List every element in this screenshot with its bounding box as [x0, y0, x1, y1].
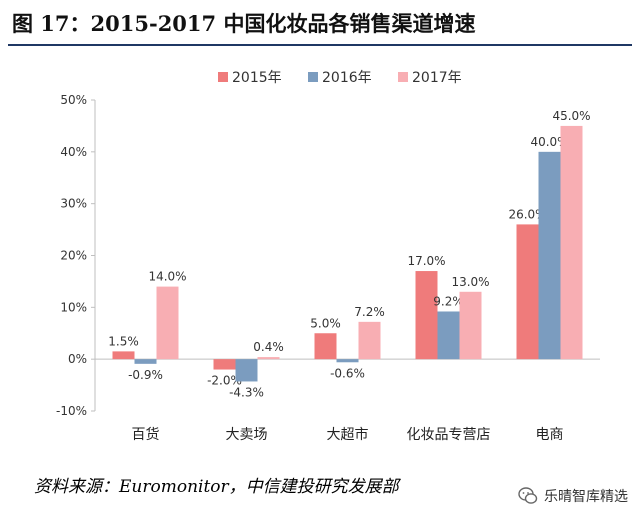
legend-swatch	[308, 72, 318, 82]
data-label: 5.0%	[310, 316, 341, 330]
x-category-label: 百货	[132, 426, 160, 443]
title-underline	[8, 44, 632, 46]
legend-swatch	[398, 72, 408, 82]
data-label: 7.2%	[354, 305, 385, 319]
bar	[415, 271, 438, 360]
y-tick-label: 0%	[68, 352, 87, 366]
data-label: -2.0%	[207, 374, 242, 388]
legend-label: 2016年	[322, 70, 372, 86]
y-tick-label: 40%	[60, 145, 87, 159]
legend-swatch	[218, 72, 228, 82]
bar	[358, 321, 381, 360]
data-label: -0.9%	[128, 368, 163, 382]
bar	[112, 351, 135, 360]
y-tick-label: 30%	[60, 197, 87, 211]
y-tick-label: -10%	[56, 404, 87, 418]
bar	[459, 291, 482, 360]
data-label: 17.0%	[407, 254, 445, 268]
x-category-label: 化妆品专营店	[407, 427, 491, 443]
source-note: 资料来源：Euromonitor，中信建投研究发展部	[34, 477, 399, 497]
figure-title-bar: 图 17：2015-2017 中国化妆品各销售渠道增速	[0, 0, 640, 46]
data-label: 0.4%	[253, 340, 284, 354]
bar	[134, 359, 157, 364]
bar	[437, 311, 460, 360]
data-label: 9.2%	[433, 294, 464, 308]
data-label: 13.0%	[451, 275, 489, 289]
figure-title: 图 17：2015-2017 中国化妆品各销售渠道增速	[12, 11, 476, 36]
bar	[235, 359, 258, 382]
y-tick-label: 50%	[60, 93, 87, 107]
data-label: 40.0%	[530, 135, 568, 149]
data-label: -0.6%	[330, 366, 365, 380]
data-label: 1.5%	[108, 334, 139, 348]
bar	[213, 359, 236, 370]
data-label: 45.0%	[552, 109, 590, 123]
wechat-icon	[518, 487, 538, 504]
x-category-label: 大卖场	[226, 427, 268, 443]
bar	[336, 359, 359, 363]
bar	[538, 151, 561, 360]
watermark: 乐晴智库精选	[518, 486, 628, 506]
x-category-label: 大超市	[327, 426, 369, 443]
data-label: -4.3%	[229, 385, 264, 399]
watermark-text: 乐晴智库精选	[544, 489, 628, 505]
legend-label: 2015年	[232, 70, 282, 86]
x-category-label: 电商	[536, 427, 564, 443]
data-label: 26.0%	[508, 207, 546, 221]
y-tick-label: 10%	[60, 300, 87, 314]
bar	[516, 224, 539, 360]
y-tick-label: 20%	[60, 249, 87, 263]
bar	[156, 286, 179, 360]
legend-label: 2017年	[412, 70, 462, 86]
bar	[314, 333, 337, 360]
bar	[257, 357, 280, 360]
data-label: 14.0%	[148, 270, 186, 284]
bar	[560, 125, 583, 360]
